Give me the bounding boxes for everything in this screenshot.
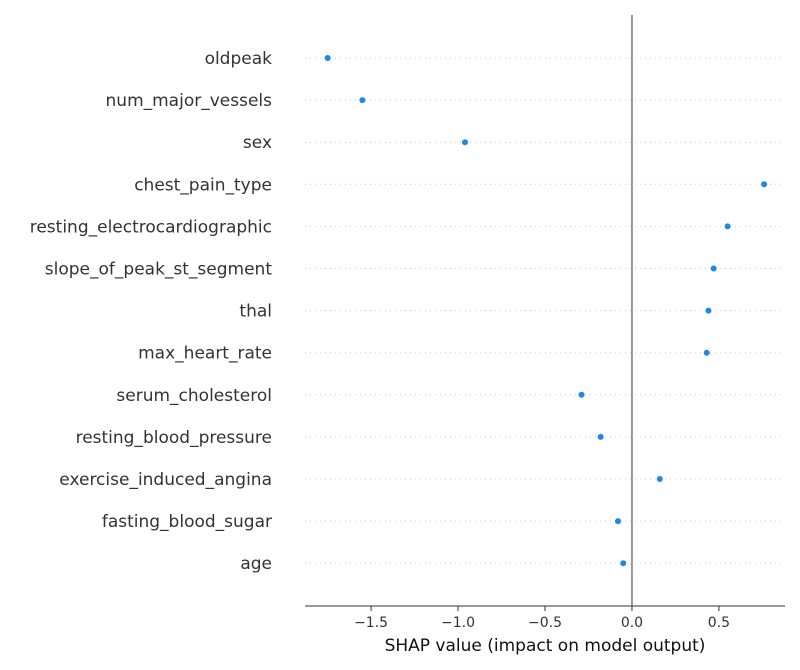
shap-point <box>703 349 710 356</box>
x-tick-label: −1.5 <box>354 615 388 631</box>
shap-point <box>724 223 731 230</box>
shap-point <box>705 307 712 314</box>
shap-point <box>324 55 331 61</box>
feature-label: resting_electrocardiographic <box>30 217 272 237</box>
feature-label: serum_cholesterol <box>116 386 272 406</box>
x-tick-label: −1.0 <box>441 615 475 631</box>
shap-point <box>578 391 585 398</box>
feature-label: slope_of_peak_st_segment <box>45 260 273 280</box>
shap-point <box>597 433 604 440</box>
x-tick-label: 0.5 <box>708 615 730 631</box>
x-axis-ticks: −1.5 −1.0 −0.5 0.0 0.5 <box>354 606 730 631</box>
shap-point <box>710 265 717 272</box>
shap-point <box>462 139 468 146</box>
shap-point <box>761 181 768 188</box>
shap-point <box>615 518 622 525</box>
shap-point <box>620 560 627 567</box>
shap-points <box>324 55 768 567</box>
shap-point <box>656 476 663 482</box>
feature-label: max_heart_rate <box>138 344 272 364</box>
feature-label: chest_pain_type <box>134 175 272 195</box>
x-tick-label: −0.5 <box>528 615 562 631</box>
feature-label: resting_blood_pressure <box>76 428 272 448</box>
x-axis-title: SHAP value (impact on model output) <box>385 636 706 656</box>
x-tick-label: 0.0 <box>621 615 643 631</box>
feature-label: thal <box>239 302 272 322</box>
feature-label: num_major_vessels <box>106 91 273 111</box>
feature-label: fasting_blood_sugar <box>102 512 272 532</box>
feature-label: sex <box>243 133 272 153</box>
feature-label: age <box>240 554 272 574</box>
feature-label: oldpeak <box>205 49 273 69</box>
shap-point <box>359 97 366 104</box>
feature-label: exercise_induced_angina <box>59 470 272 490</box>
